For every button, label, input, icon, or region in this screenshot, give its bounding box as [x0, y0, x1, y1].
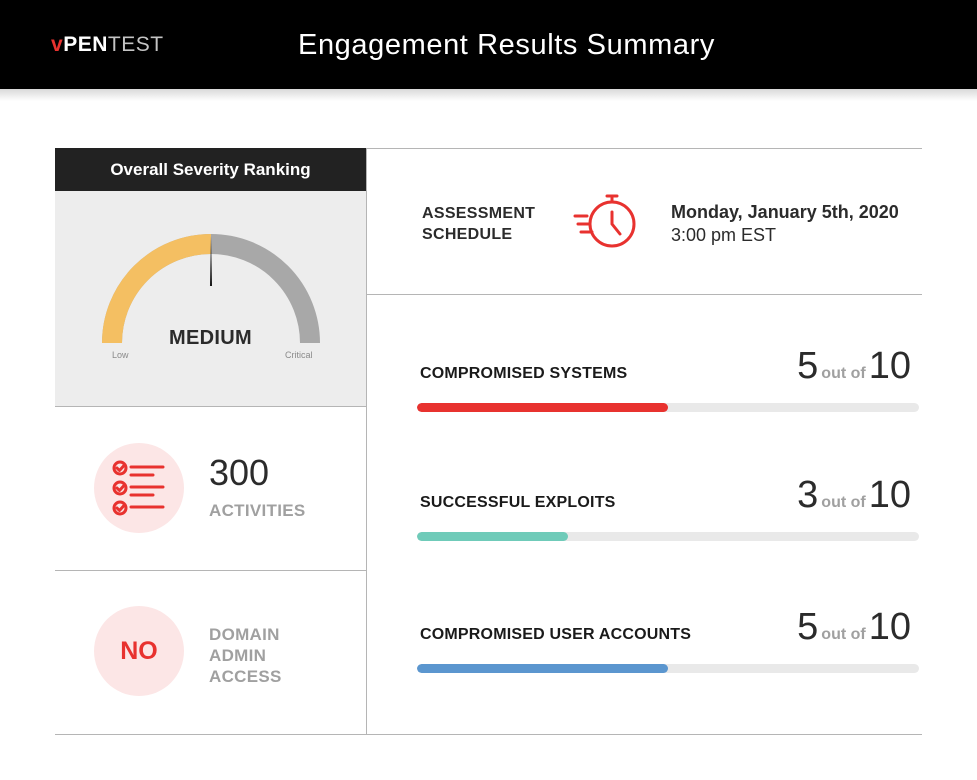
domain-admin-value: NO	[120, 637, 158, 665]
divider	[366, 294, 922, 295]
metric-total: 10	[868, 474, 911, 516]
schedule-date: Monday, January 5th, 2020	[671, 202, 899, 222]
progress-fill	[417, 403, 668, 412]
metric-label-successful-exploits: SUCCESSFUL EXPLOITS	[420, 494, 616, 511]
metric-count: 5	[797, 606, 819, 648]
divider	[55, 734, 922, 735]
divider	[366, 148, 367, 735]
schedule-time: 3:00 pm EST	[671, 225, 777, 245]
logo-test: TEST	[107, 33, 164, 56]
progress-bar-successful-exploits	[417, 532, 919, 541]
activities-icon-circle	[94, 443, 184, 533]
metric-of-text: out of	[821, 365, 866, 382]
metric-count: 3	[797, 474, 819, 516]
severity-header: Overall Severity Ranking	[55, 148, 366, 191]
vpentest-logo[interactable]: vPENTEST	[51, 34, 164, 56]
gauge-critical-label: Critical	[285, 350, 313, 360]
gauge-low-label: Low	[112, 350, 129, 360]
progress-bar-compromised-systems	[417, 403, 919, 412]
logo-pen: PEN	[63, 33, 108, 56]
header-shadow	[0, 89, 977, 101]
severity-title: Overall Severity Ranking	[110, 160, 311, 179]
top-bar: vPENTEST Engagement Results Summary	[0, 0, 977, 89]
metric-count: 5	[797, 345, 819, 387]
metric-value-successful-exploits: 3 out of10	[797, 475, 911, 523]
metric-total: 10	[868, 345, 911, 387]
severity-gauge	[102, 234, 320, 344]
checklist-icon	[112, 460, 165, 516]
severity-gauge-panel: MEDIUM Low Critical	[55, 191, 366, 406]
metric-value-compromised-systems: 5 out of10	[797, 346, 911, 394]
progress-fill	[417, 532, 568, 541]
gauge-fill	[102, 234, 212, 344]
severity-level: MEDIUM	[169, 327, 252, 349]
metric-value-compromised-user-accounts: 5 out of10	[797, 607, 911, 655]
activities-label: ACTIVITIES	[209, 501, 306, 520]
metric-of-text: out of	[821, 626, 866, 643]
progress-fill	[417, 664, 668, 673]
metric-total: 10	[868, 606, 911, 648]
progress-bar-compromised-user-accounts	[417, 664, 919, 673]
activities-count: 300	[209, 452, 270, 493]
logo-v: v	[51, 33, 64, 56]
page-title: Engagement Results Summary	[298, 29, 715, 61]
divider	[55, 570, 366, 571]
divider	[55, 406, 366, 407]
schedule-label: ASSESSMENT SCHEDULE	[422, 205, 536, 243]
domain-admin-circle: NO	[94, 606, 184, 696]
divider	[366, 148, 922, 149]
metric-of-text: out of	[821, 494, 866, 511]
fast-clock-icon	[573, 194, 636, 248]
gauge-needle	[209, 236, 213, 287]
metric-label-compromised-systems: COMPROMISED SYSTEMS	[420, 365, 628, 382]
domain-admin-label: DOMAIN ADMIN ACCESS	[209, 625, 282, 686]
metric-label-compromised-user-accounts: COMPROMISED USER ACCOUNTS	[420, 626, 692, 643]
